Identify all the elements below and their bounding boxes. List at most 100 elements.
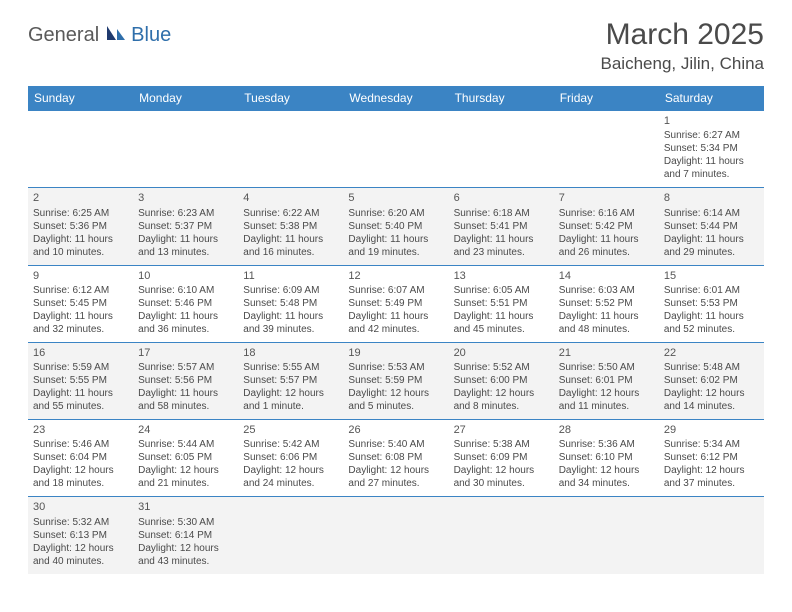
calendar-cell: 29Sunrise: 5:34 AMSunset: 6:12 PMDayligh… (659, 420, 764, 497)
sunrise-line: Sunrise: 6:14 AM (664, 207, 759, 220)
calendar-week-row: 2Sunrise: 6:25 AMSunset: 5:36 PMDaylight… (28, 188, 764, 265)
calendar-cell: 25Sunrise: 5:42 AMSunset: 6:06 PMDayligh… (238, 420, 343, 497)
day-number: 31 (138, 500, 233, 514)
header: General Blue March 2025 Baicheng, Jilin,… (28, 18, 764, 74)
calendar-cell: 23Sunrise: 5:46 AMSunset: 6:04 PMDayligh… (28, 420, 133, 497)
sunset-line: Sunset: 5:40 PM (348, 220, 443, 233)
sunrise-line: Sunrise: 5:42 AM (243, 438, 338, 451)
sunrise-line: Sunrise: 5:46 AM (33, 438, 128, 451)
sunset-line: Sunset: 5:38 PM (243, 220, 338, 233)
calendar-cell: 11Sunrise: 6:09 AMSunset: 5:48 PMDayligh… (238, 265, 343, 342)
day-number: 11 (243, 269, 338, 283)
logo-sail-icon (105, 24, 127, 47)
sunrise-line: Sunrise: 5:55 AM (243, 361, 338, 374)
calendar-cell (449, 497, 554, 574)
calendar-cell: 27Sunrise: 5:38 AMSunset: 6:09 PMDayligh… (449, 420, 554, 497)
sunset-line: Sunset: 5:49 PM (348, 297, 443, 310)
day-number: 13 (454, 269, 549, 283)
day-number: 14 (559, 269, 654, 283)
calendar-header-row: SundayMondayTuesdayWednesdayThursdayFrid… (28, 86, 764, 111)
sunrise-line: Sunrise: 6:18 AM (454, 207, 549, 220)
day-header: Thursday (449, 86, 554, 111)
calendar-cell: 7 Sunrise: 6:16 AMSunset: 5:42 PMDaylight… (554, 188, 659, 265)
day-header: Friday (554, 86, 659, 111)
sunset-line: Sunset: 6:12 PM (664, 451, 759, 464)
sunrise-line: Sunrise: 5:36 AM (559, 438, 654, 451)
daylight-line: Daylight: 12 hours and 30 minutes. (454, 464, 549, 490)
calendar-cell: 19Sunrise: 5:53 AMSunset: 5:59 PMDayligh… (343, 342, 448, 419)
calendar-cell: 12Sunrise: 6:07 AMSunset: 5:49 PMDayligh… (343, 265, 448, 342)
calendar-cell: 16Sunrise: 5:59 AMSunset: 5:55 PMDayligh… (28, 342, 133, 419)
title-block: March 2025 Baicheng, Jilin, China (601, 18, 764, 74)
daylight-line: Daylight: 12 hours and 34 minutes. (559, 464, 654, 490)
sunrise-line: Sunrise: 5:48 AM (664, 361, 759, 374)
day-header: Sunday (28, 86, 133, 111)
calendar-cell: 13Sunrise: 6:05 AMSunset: 5:51 PMDayligh… (449, 265, 554, 342)
daylight-line: Daylight: 11 hours and 26 minutes. (559, 233, 654, 259)
calendar-cell: 14Sunrise: 6:03 AMSunset: 5:52 PMDayligh… (554, 265, 659, 342)
day-header: Monday (133, 86, 238, 111)
daylight-line: Daylight: 11 hours and 29 minutes. (664, 233, 759, 259)
sunset-line: Sunset: 5:57 PM (243, 374, 338, 387)
day-number: 4 (243, 191, 338, 205)
sunrise-line: Sunrise: 6:12 AM (33, 284, 128, 297)
day-number: 17 (138, 346, 233, 360)
sunrise-line: Sunrise: 6:05 AM (454, 284, 549, 297)
day-number: 20 (454, 346, 549, 360)
day-number: 9 (33, 269, 128, 283)
sunrise-line: Sunrise: 6:03 AM (559, 284, 654, 297)
day-number: 25 (243, 423, 338, 437)
daylight-line: Daylight: 12 hours and 27 minutes. (348, 464, 443, 490)
sunrise-line: Sunrise: 6:09 AM (243, 284, 338, 297)
daylight-line: Daylight: 12 hours and 8 minutes. (454, 387, 549, 413)
calendar-week-row: 23Sunrise: 5:46 AMSunset: 6:04 PMDayligh… (28, 420, 764, 497)
sunrise-line: Sunrise: 5:50 AM (559, 361, 654, 374)
calendar-week-row: 30Sunrise: 5:32 AMSunset: 6:13 PMDayligh… (28, 497, 764, 574)
calendar-cell: 30Sunrise: 5:32 AMSunset: 6:13 PMDayligh… (28, 497, 133, 574)
calendar-cell: 15Sunrise: 6:01 AMSunset: 5:53 PMDayligh… (659, 265, 764, 342)
sunset-line: Sunset: 5:42 PM (559, 220, 654, 233)
sunset-line: Sunset: 6:02 PM (664, 374, 759, 387)
sunrise-line: Sunrise: 6:16 AM (559, 207, 654, 220)
calendar-cell: 5Sunrise: 6:20 AMSunset: 5:40 PMDaylight… (343, 188, 448, 265)
daylight-line: Daylight: 11 hours and 48 minutes. (559, 310, 654, 336)
sunset-line: Sunset: 5:41 PM (454, 220, 549, 233)
daylight-line: Daylight: 11 hours and 45 minutes. (454, 310, 549, 336)
calendar-cell: 28Sunrise: 5:36 AMSunset: 6:10 PMDayligh… (554, 420, 659, 497)
day-number: 30 (33, 500, 128, 514)
calendar-cell: 22Sunrise: 5:48 AMSunset: 6:02 PMDayligh… (659, 342, 764, 419)
sunrise-line: Sunrise: 6:20 AM (348, 207, 443, 220)
daylight-line: Daylight: 11 hours and 58 minutes. (138, 387, 233, 413)
calendar-cell (554, 497, 659, 574)
daylight-line: Daylight: 11 hours and 36 minutes. (138, 310, 233, 336)
day-number: 1 (664, 114, 759, 128)
sunrise-line: Sunrise: 6:27 AM (664, 129, 759, 142)
day-number: 7 (559, 191, 654, 205)
sunset-line: Sunset: 5:55 PM (33, 374, 128, 387)
day-number: 5 (348, 191, 443, 205)
sunrise-line: Sunrise: 5:59 AM (33, 361, 128, 374)
sunset-line: Sunset: 6:01 PM (559, 374, 654, 387)
sunrise-line: Sunrise: 5:53 AM (348, 361, 443, 374)
calendar-cell: 21Sunrise: 5:50 AMSunset: 6:01 PMDayligh… (554, 342, 659, 419)
calendar-week-row: 9Sunrise: 6:12 AMSunset: 5:45 PMDaylight… (28, 265, 764, 342)
daylight-line: Daylight: 12 hours and 18 minutes. (33, 464, 128, 490)
calendar-cell (554, 111, 659, 188)
day-number: 28 (559, 423, 654, 437)
daylight-line: Daylight: 12 hours and 43 minutes. (138, 542, 233, 568)
sunset-line: Sunset: 5:59 PM (348, 374, 443, 387)
day-number: 8 (664, 191, 759, 205)
sunset-line: Sunset: 6:00 PM (454, 374, 549, 387)
calendar-cell (343, 497, 448, 574)
location: Baicheng, Jilin, China (601, 54, 764, 74)
sunset-line: Sunset: 6:05 PM (138, 451, 233, 464)
logo-text-blue: Blue (131, 24, 171, 47)
sunset-line: Sunset: 5:44 PM (664, 220, 759, 233)
calendar-body: 1Sunrise: 6:27 AMSunset: 5:34 PMDaylight… (28, 111, 764, 574)
daylight-line: Daylight: 12 hours and 5 minutes. (348, 387, 443, 413)
day-number: 22 (664, 346, 759, 360)
sunset-line: Sunset: 6:13 PM (33, 529, 128, 542)
sunrise-line: Sunrise: 6:01 AM (664, 284, 759, 297)
calendar-cell: 26Sunrise: 5:40 AMSunset: 6:08 PMDayligh… (343, 420, 448, 497)
calendar-cell: 9Sunrise: 6:12 AMSunset: 5:45 PMDaylight… (28, 265, 133, 342)
